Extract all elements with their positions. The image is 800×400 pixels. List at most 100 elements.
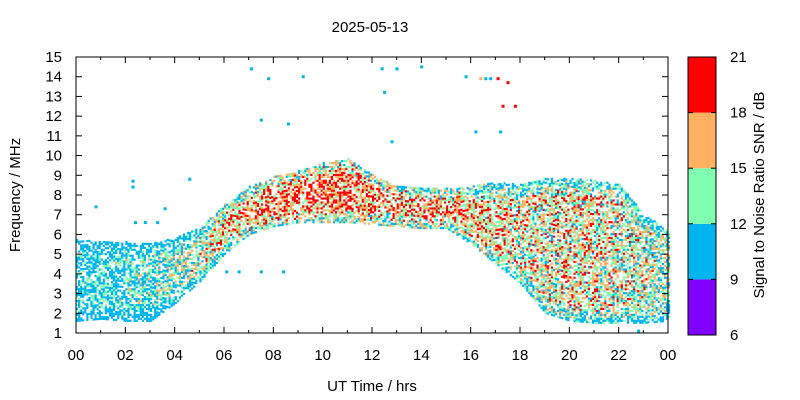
heatmap-cell (528, 266, 531, 269)
heatmap-cell (511, 192, 514, 196)
heatmap-cell (339, 221, 342, 224)
heatmap-cell (456, 198, 459, 201)
heatmap-cell (491, 257, 494, 260)
heatmap-cell (98, 311, 101, 315)
heatmap-cell (404, 204, 408, 207)
heatmap-cell (456, 231, 459, 234)
heatmap-cell (540, 206, 543, 209)
heatmap-cell (236, 223, 239, 226)
heatmap-cell (369, 189, 373, 192)
heatmap-cell (499, 251, 502, 255)
heatmap-cell (439, 201, 443, 204)
heatmap-cell (365, 200, 369, 204)
heatmap-cell (487, 188, 490, 192)
heatmap-cell (335, 207, 338, 210)
heatmap-cell (476, 216, 480, 219)
heatmap-cell (509, 262, 512, 265)
heatmap-cell (439, 227, 443, 230)
heatmap-cell (244, 206, 247, 209)
heatmap-cell (258, 200, 262, 203)
heatmap-cell (213, 220, 216, 223)
heatmap-cell (293, 190, 297, 193)
heatmap-cell (318, 221, 321, 224)
heatmap-cell (386, 194, 389, 197)
heatmap-cell (441, 227, 445, 230)
heatmap-cell (503, 255, 506, 258)
heatmap-cell (372, 215, 375, 218)
heatmap-cell (530, 227, 533, 230)
heatmap-cell (246, 220, 249, 223)
heatmap-cell (357, 206, 360, 209)
heatmap-cell (152, 302, 155, 305)
heatmap-cell (100, 296, 103, 299)
heatmap-cell (557, 292, 560, 295)
heatmap-cell (435, 187, 438, 190)
heatmap-cell (141, 294, 144, 297)
heatmap-cell (411, 222, 414, 225)
heatmap-cell (335, 213, 338, 216)
heatmap-cell (493, 252, 496, 256)
heatmap-cell (110, 257, 114, 260)
heatmap-cell (273, 213, 276, 216)
heatmap-cell (466, 240, 469, 243)
heatmap-cell (166, 254, 169, 257)
heatmap-cell (285, 191, 288, 194)
heatmap-cell (113, 247, 116, 250)
heatmap-cell (228, 223, 231, 226)
heatmap-cell (552, 182, 556, 185)
heatmap-cell (267, 215, 270, 218)
heatmap-cell (402, 205, 406, 209)
heatmap-cell (511, 244, 514, 247)
heatmap-cell (456, 223, 459, 226)
heatmap-cell (335, 163, 338, 167)
heatmap-cell (261, 205, 264, 208)
heatmap-cell (499, 246, 502, 249)
heatmap-cell (497, 224, 500, 227)
heatmap-cell (137, 252, 140, 255)
heatmap-cell (357, 176, 360, 179)
heatmap-cell (517, 274, 521, 277)
heatmap-cell (485, 248, 488, 251)
heatmap-cell (141, 246, 144, 249)
heatmap-cell (520, 258, 523, 261)
heatmap-cell (343, 205, 346, 208)
heatmap-cell (98, 298, 101, 301)
heatmap-cell (372, 201, 375, 204)
heatmap-cell (98, 278, 101, 281)
heatmap-cell (554, 251, 558, 255)
heatmap-cell (213, 260, 216, 263)
heatmap-cell (359, 208, 362, 211)
heatmap-cell (152, 316, 155, 319)
heatmap-cell (472, 226, 475, 229)
heatmap-cell (388, 208, 391, 211)
heatmap-cell (326, 165, 329, 169)
heatmap-cell (530, 282, 533, 285)
heatmap-cell (108, 306, 112, 309)
heatmap-cell (252, 186, 255, 189)
heatmap-cell (460, 196, 463, 199)
heatmap-cell (226, 237, 229, 240)
heatmap-cell (100, 315, 103, 318)
heatmap-cell (193, 281, 196, 284)
heatmap-cell (158, 242, 161, 245)
heatmap-cell (550, 197, 554, 200)
heatmap-cell (513, 196, 517, 199)
heatmap-cell (540, 245, 543, 248)
heatmap-cell (542, 236, 545, 239)
heatmap-cell (248, 187, 251, 190)
heatmap-cell (127, 248, 130, 251)
heatmap-cell (277, 182, 280, 186)
heatmap-cell (78, 301, 81, 304)
heatmap-cell (341, 187, 344, 190)
heatmap-cell (552, 308, 556, 311)
heatmap-cell (454, 228, 457, 231)
heatmap-cell (550, 205, 554, 208)
heatmap-cell (182, 261, 186, 264)
heatmap-cell (104, 272, 107, 275)
heatmap-cell (254, 185, 258, 188)
heatmap-cell (357, 216, 360, 219)
heatmap-cell (98, 240, 101, 244)
heatmap-cell (76, 276, 79, 279)
heatmap-cell (546, 209, 549, 213)
heatmap-cell (550, 266, 554, 269)
